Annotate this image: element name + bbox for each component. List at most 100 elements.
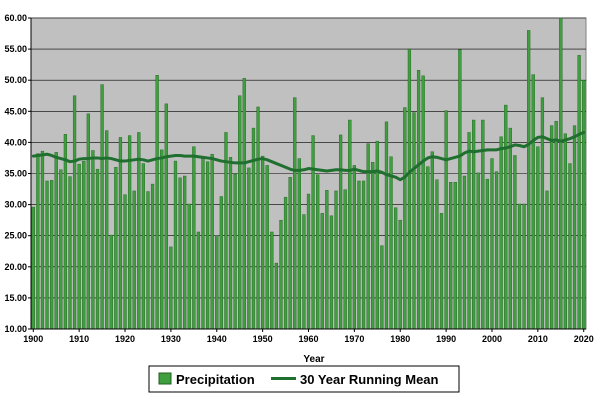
precipitation-bar (371, 162, 375, 330)
x-tick-label: 1920 (115, 334, 135, 344)
precipitation-bar (50, 180, 54, 330)
precipitation-bar (160, 149, 164, 330)
precipitation-bar (137, 132, 141, 330)
precipitation-bar (398, 219, 402, 330)
x-tick-label: 1950 (253, 334, 273, 344)
x-tick-label: 1910 (69, 334, 89, 344)
precipitation-bar (228, 157, 233, 330)
precipitation-bar (114, 167, 118, 330)
precipitation-bar (540, 97, 545, 330)
precipitation-bar (132, 190, 136, 330)
precipitation-bar (59, 169, 63, 330)
precipitation-bar (458, 49, 462, 330)
precipitation-bar (123, 194, 127, 330)
precipitation-bar (82, 160, 86, 330)
x-tick-label: 1900 (23, 334, 43, 344)
y-tick-label: 30.00 (4, 200, 27, 210)
precipitation-bar (416, 70, 421, 330)
precipitation-bar (270, 231, 274, 330)
precipitation-bar (105, 130, 109, 330)
y-tick-label: 55.00 (4, 44, 27, 54)
precipitation-bar (251, 127, 256, 330)
precipitation-bar (77, 163, 81, 330)
precipitation-bar (173, 160, 178, 330)
precipitation-bar (109, 234, 113, 330)
x-tick-label: 2020 (574, 334, 594, 344)
precipitation-bar (361, 180, 366, 330)
precipitation-bar (265, 165, 269, 330)
precipitation-bar (554, 121, 558, 330)
precipitation-bar (559, 17, 563, 330)
precipitation-bar (164, 103, 168, 330)
precipitation-bar (100, 84, 104, 330)
precipitation-bar (563, 133, 567, 330)
precipitation-bar (348, 119, 352, 330)
precipitation-bar (384, 121, 389, 330)
y-tick-label: 20.00 (4, 262, 27, 272)
precipitation-bar (536, 146, 540, 330)
x-tick-label: 1980 (390, 334, 410, 344)
legend-swatch-precipitation (158, 372, 172, 385)
precipitation-bar (462, 175, 467, 330)
y-tick-label: 25.00 (4, 231, 27, 241)
precipitation-bar (449, 182, 453, 330)
precipitation-bar (508, 127, 512, 330)
precipitation-bar (582, 79, 586, 330)
x-tick-label: 1960 (298, 334, 318, 344)
x-tick-label: 1970 (344, 334, 364, 344)
precipitation-bar (527, 30, 531, 330)
precipitation-bar (150, 183, 155, 330)
precipitation-bar (513, 155, 517, 330)
precipitation-bar (169, 246, 173, 330)
precipitation-bar (63, 134, 68, 330)
precipitation-bar (40, 150, 45, 330)
precipitation-bar (279, 219, 283, 330)
precipitation-bar (91, 150, 95, 330)
y-tick-label: 35.00 (4, 169, 27, 179)
precipitation-bar (545, 190, 549, 330)
precipitation-bar (256, 106, 260, 330)
precipitation-bar (412, 112, 416, 330)
precipitation-bar (233, 173, 237, 330)
precipitation-bar (320, 213, 324, 330)
precipitation-bar (297, 158, 301, 330)
precipitation-bar (247, 167, 251, 330)
precipitation-bar (572, 125, 577, 330)
precipitation-bar (192, 146, 196, 330)
precipitation-bar (183, 175, 187, 330)
precipitation-bar (302, 214, 306, 330)
precipitation-bar (467, 132, 471, 330)
precipitation-bar (201, 158, 205, 330)
running-mean-series (31, 130, 586, 182)
y-tick-label: 15.00 (4, 293, 27, 303)
precipitation-bar (306, 193, 311, 330)
legend-label-precipitation: Precipitation (176, 372, 255, 387)
precipitation-bar (403, 107, 407, 330)
precipitation-bar (329, 215, 334, 330)
precipitation-bar (219, 196, 223, 330)
precipitation-bar (86, 113, 90, 330)
precipitation-bar (36, 153, 40, 330)
x-tick-label: 1940 (207, 334, 227, 344)
legend-box (148, 365, 460, 393)
x-axis-title: Year (303, 354, 324, 365)
precipitation-bar (430, 151, 434, 330)
precipitation-bar (426, 166, 430, 330)
precipitation-bar (146, 191, 150, 330)
precipitation-bar (357, 180, 361, 330)
precipitation-bar (215, 235, 219, 330)
precipitation-bar (238, 95, 242, 330)
precipitation-bar (178, 177, 182, 330)
precipitation-bar (439, 213, 444, 330)
precipitation-bars (31, 17, 586, 330)
precipitation-bar (568, 163, 572, 330)
precipitation-bar (531, 74, 535, 330)
precipitation-bar (522, 203, 526, 330)
precipitation-bar (274, 262, 279, 330)
x-tick-label: 2000 (482, 334, 502, 344)
precipitation-bar (485, 178, 489, 330)
y-tick-label: 40.00 (4, 137, 27, 147)
precipitation-bar (453, 182, 457, 330)
precipitation-bar (549, 125, 554, 330)
